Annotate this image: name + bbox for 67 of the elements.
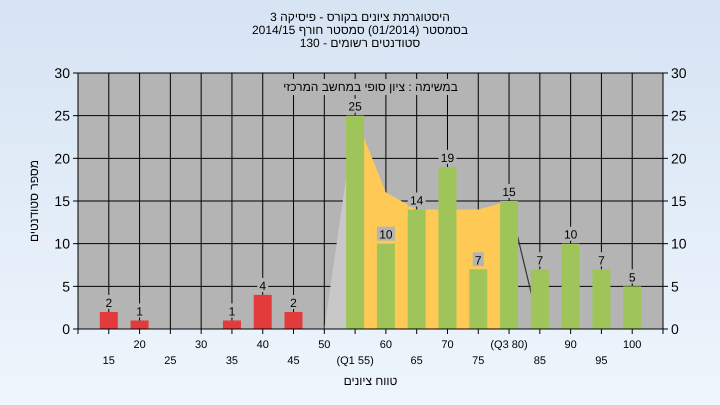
data-label: 10 bbox=[379, 228, 393, 242]
bar bbox=[562, 244, 580, 329]
x-tick-label: 90 bbox=[564, 339, 577, 351]
bar bbox=[222, 320, 241, 329]
data-label: 7 bbox=[536, 253, 544, 268]
y2-tick-label: 30 bbox=[671, 65, 687, 81]
data-label: 14 bbox=[410, 194, 424, 208]
x-tick-label: 100 bbox=[623, 339, 642, 351]
data-label: 5 bbox=[628, 270, 636, 284]
x-tick-label: 95 bbox=[595, 355, 608, 367]
y-tick-label: 30 bbox=[54, 65, 70, 81]
x-axis-title: טווח ציונים bbox=[344, 374, 398, 388]
data-label: 19 bbox=[440, 150, 454, 165]
y-axis-title: מספר סטודנטים bbox=[27, 160, 41, 242]
y-tick-label: 10 bbox=[54, 236, 70, 252]
y2-tick-label: 15 bbox=[671, 193, 687, 209]
y2-tick-label: 10 bbox=[671, 236, 687, 252]
subtitle: בסמסטר (01/2014) סמסטר חורף 2014/15 bbox=[252, 23, 468, 37]
data-label: 1 bbox=[136, 304, 144, 318]
bar bbox=[284, 312, 303, 329]
y2-tick-label: 5 bbox=[671, 278, 679, 294]
bar bbox=[254, 294, 272, 329]
data-label: 4 bbox=[259, 278, 266, 293]
y-tick-label: 20 bbox=[54, 150, 70, 166]
bar bbox=[408, 210, 426, 329]
x-tick-label: 20 bbox=[133, 339, 146, 351]
x-tick-label: 35 bbox=[226, 355, 238, 367]
y-tick-label: 5 bbox=[62, 278, 70, 294]
bar bbox=[500, 201, 518, 329]
y2-tick-label: 0 bbox=[671, 321, 679, 337]
bar bbox=[100, 312, 118, 329]
data-label: 2 bbox=[105, 296, 112, 310]
y2-tick-label: 20 bbox=[671, 150, 687, 166]
x-tick-label: 50 bbox=[318, 339, 330, 351]
x-tick-label: 15 bbox=[102, 355, 115, 367]
data-label: 7 bbox=[474, 253, 482, 268]
data-label: 10 bbox=[564, 228, 578, 242]
bar bbox=[130, 320, 149, 329]
data-label: 2 bbox=[290, 296, 298, 310]
x-tick-label: 65 bbox=[410, 355, 423, 367]
data-label: 25 bbox=[348, 100, 362, 114]
x-tick-label: 45 bbox=[287, 355, 300, 367]
x-tick-label: (Q3 80) bbox=[490, 339, 528, 351]
x-tick-label: (Q1 55) bbox=[336, 355, 374, 367]
data-label: 7 bbox=[598, 253, 606, 268]
x-tick-label: 70 bbox=[441, 339, 454, 351]
y-tick-label: 0 bbox=[62, 321, 70, 337]
y2-tick-label: 25 bbox=[671, 108, 687, 124]
y-tick-label: 25 bbox=[54, 108, 70, 124]
x-tick-label: 30 bbox=[195, 339, 208, 351]
bar bbox=[438, 166, 456, 329]
bar bbox=[469, 269, 488, 329]
y-tick-label: 15 bbox=[54, 193, 70, 209]
annotation: במשימה : ציון סופי במחשב המרכזי bbox=[283, 80, 458, 94]
x-tick-label: 85 bbox=[534, 355, 546, 367]
x-tick-label: 60 bbox=[380, 339, 392, 351]
bar bbox=[592, 269, 610, 329]
bar bbox=[376, 244, 395, 329]
data-label: 15 bbox=[502, 185, 516, 199]
x-tick-label: 25 bbox=[164, 355, 176, 367]
data-label: 1 bbox=[228, 304, 236, 318]
subtitle: סטודנטים רשומים - 130 bbox=[300, 36, 420, 50]
title: היסטוגרמת ציונים בקורס - פיסיקה 3 bbox=[270, 10, 450, 24]
x-tick-label: 75 bbox=[472, 355, 484, 367]
x-tick-label: 40 bbox=[256, 339, 269, 351]
bar bbox=[530, 269, 549, 329]
bar bbox=[623, 286, 642, 329]
